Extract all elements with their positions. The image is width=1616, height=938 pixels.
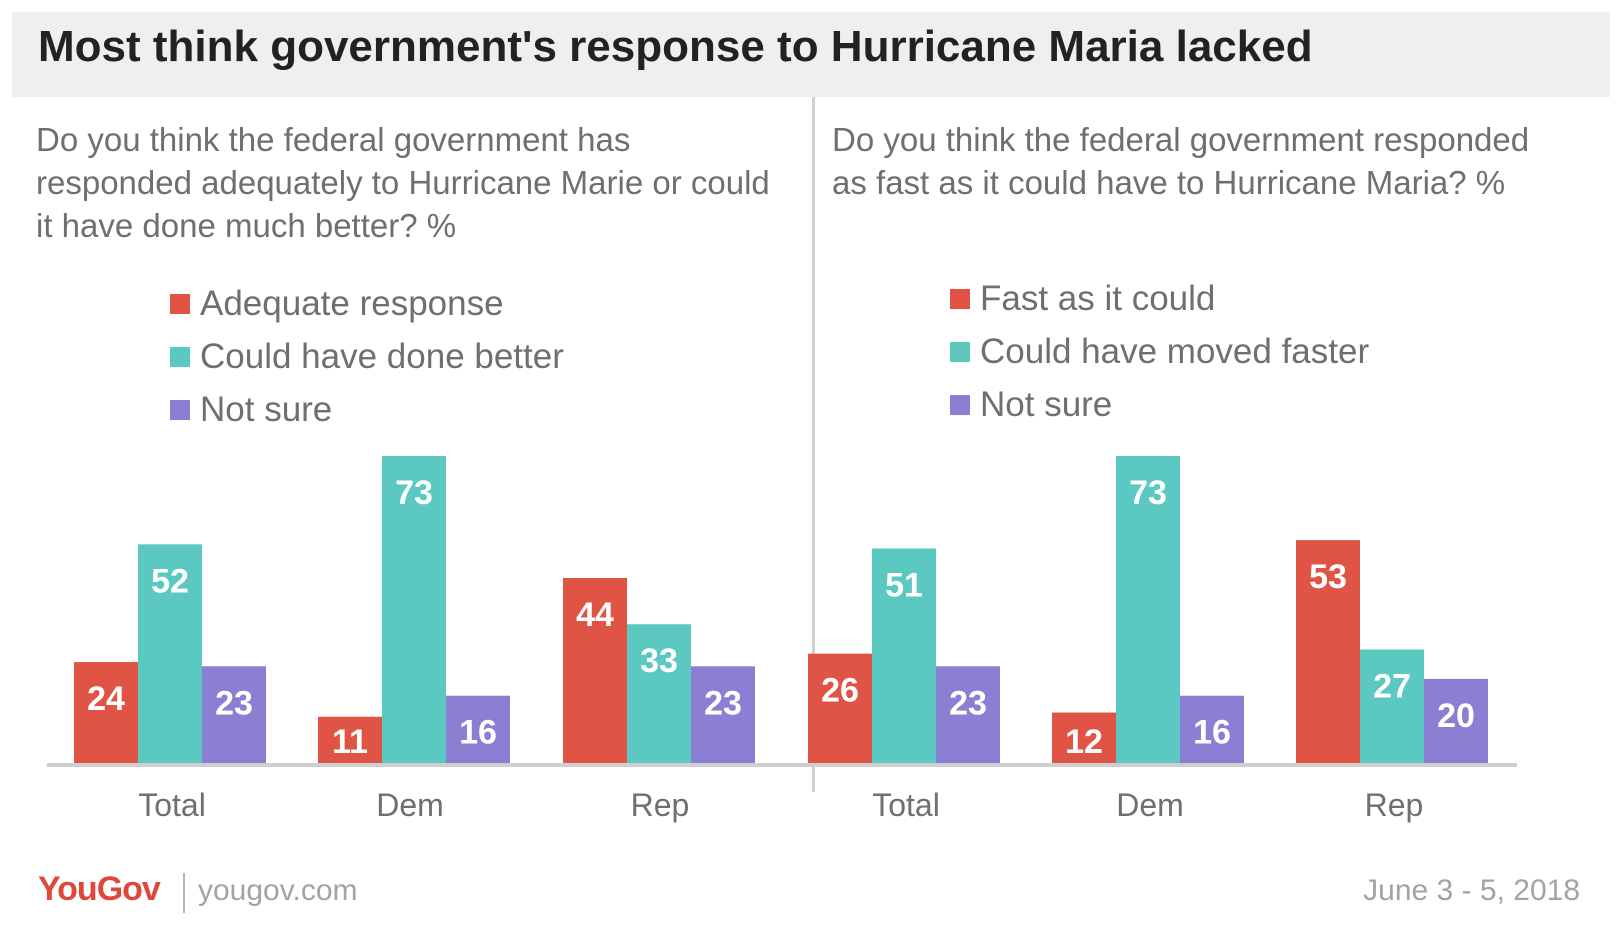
legend-label: Fast as it could <box>980 278 1216 318</box>
bar-total-could-have-done-better <box>138 544 202 763</box>
data-label-dem-not-sure: 16 <box>1193 714 1231 752</box>
data-label-dem-could-have-done-better: 73 <box>395 474 433 512</box>
legend-label: Could have done better <box>200 336 564 376</box>
data-label-rep-adequate-response: 44 <box>576 596 614 634</box>
data-label-rep-not-sure: 23 <box>704 684 742 722</box>
bar-dem-fast-as-it-could <box>1052 712 1116 763</box>
category-label-rep: Rep <box>631 787 690 823</box>
data-label-rep-could-have-moved-faster: 27 <box>1373 667 1411 705</box>
legend-item-adequate-response: Adequate response <box>170 277 564 330</box>
legend-item-not-sure: Not sure <box>170 383 564 436</box>
footer-website: yougov.com <box>198 874 358 907</box>
data-label-total-could-have-done-better: 52 <box>151 562 189 600</box>
bar-dem-not-sure <box>446 695 510 763</box>
bar-rep-not-sure <box>1424 678 1488 763</box>
data-label-total-could-have-moved-faster: 51 <box>885 567 923 605</box>
legend-label: Could have moved faster <box>980 331 1370 371</box>
category-label-rep: Rep <box>1365 787 1424 823</box>
legend-label: Adequate response <box>200 283 504 323</box>
legend-item-fast-as-it-could: Fast as it could <box>950 272 1369 325</box>
data-label-dem-not-sure: 16 <box>459 714 497 752</box>
right-legend: Fast as it could Could have moved faster… <box>950 272 1369 431</box>
bar-dem-not-sure <box>1180 695 1244 763</box>
legend-swatch-teal <box>170 346 190 367</box>
category-label-dem: Dem <box>376 787 444 823</box>
data-label-dem-fast-as-it-could: 12 <box>1065 723 1103 761</box>
bar-dem-could-have-done-better <box>382 456 446 763</box>
category-label-total: Total <box>872 787 940 823</box>
data-label-total-not-sure: 23 <box>949 684 987 722</box>
data-label-total-adequate-response: 24 <box>87 680 125 718</box>
legend-swatch-purple <box>950 394 970 415</box>
bar-total-not-sure <box>936 666 1000 763</box>
legend-swatch-red <box>950 288 970 309</box>
data-label-rep-fast-as-it-could: 53 <box>1309 558 1347 596</box>
category-label-total: Total <box>138 787 206 823</box>
left-legend: Adequate response Could have done better… <box>170 277 564 436</box>
x-axis-line <box>47 763 788 767</box>
data-label-rep-could-have-done-better: 33 <box>640 642 678 680</box>
data-label-dem-adequate-response: 11 <box>332 723 368 761</box>
legend-item-not-sure: Not sure <box>950 378 1369 431</box>
title-bar <box>12 12 1610 97</box>
bar-rep-not-sure <box>691 666 755 763</box>
bar-rep-fast-as-it-could <box>1296 540 1360 763</box>
bar-dem-could-have-moved-faster <box>1116 456 1180 763</box>
legend-swatch-red <box>170 293 190 314</box>
legend-swatch-teal <box>950 341 970 362</box>
yougov-logo: YouGov <box>38 870 161 908</box>
bar-dem-adequate-response <box>318 716 382 763</box>
bar-total-not-sure <box>202 666 266 763</box>
bar-rep-could-have-moved-faster <box>1360 649 1424 763</box>
data-label-total-not-sure: 23 <box>215 684 253 722</box>
data-label-dem-could-have-moved-faster: 73 <box>1129 474 1167 512</box>
legend-item-could-have-moved-faster: Could have moved faster <box>950 325 1369 378</box>
data-label-rep-not-sure: 20 <box>1437 697 1475 735</box>
legend-label: Not sure <box>980 384 1113 424</box>
chart-title: Most think government's response to Hurr… <box>38 22 1313 71</box>
legend-swatch-purple <box>170 399 190 420</box>
category-label-dem: Dem <box>1116 787 1184 823</box>
x-axis-line <box>788 763 1517 767</box>
footer-separator <box>183 873 185 913</box>
bar-rep-adequate-response <box>563 577 627 763</box>
legend-label: Not sure <box>200 389 333 429</box>
bar-rep-could-have-done-better <box>627 624 691 763</box>
bar-total-could-have-moved-faster <box>872 548 936 763</box>
legend-item-could-have-done-better: Could have done better <box>170 330 564 383</box>
right-question: Do you think the federal government resp… <box>832 121 1530 201</box>
bar-total-fast-as-it-could <box>808 653 872 763</box>
bar-total-adequate-response <box>74 662 138 763</box>
data-label-total-fast-as-it-could: 26 <box>821 672 859 710</box>
survey-date: June 3 - 5, 2018 <box>1363 874 1580 907</box>
left-question: Do you think the federal government has … <box>36 121 770 244</box>
panel-divider <box>812 97 815 792</box>
